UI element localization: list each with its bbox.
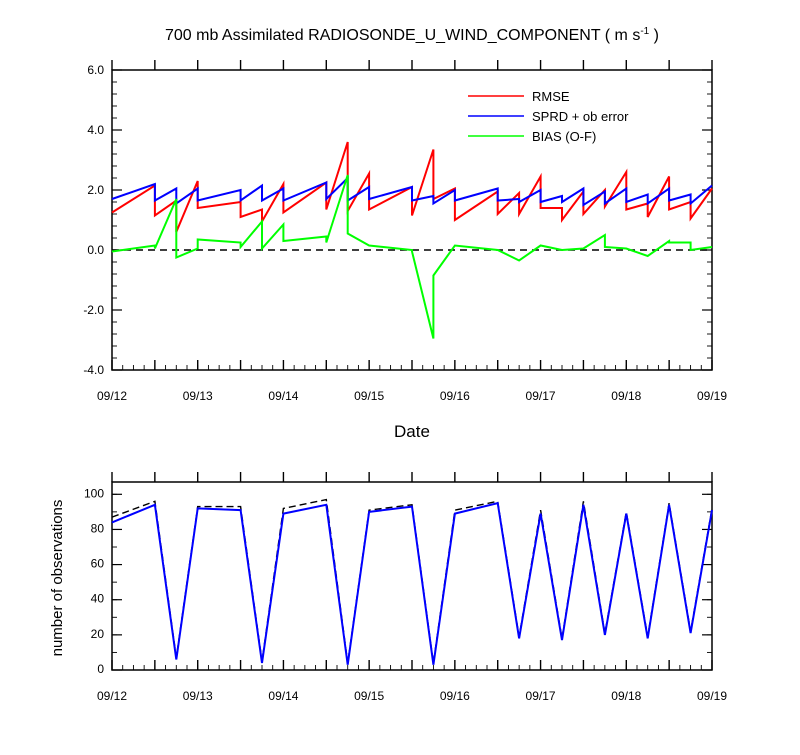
top-axis-ticks — [111, 60, 713, 371]
x-tick-label-09-13: 09/13 — [183, 389, 213, 403]
bottom-y-tick-labels: 0 20 40 60 80 100 — [84, 486, 104, 676]
legend-label-rmse: RMSE — [532, 89, 570, 104]
bottom-x-tick-labels: 09/12 09/13 09/14 09/15 09/16 09/17 09/18 09/19 — [97, 689, 727, 703]
y-tick-label: 0 — [97, 662, 104, 676]
x-tick-label-09-14: 09/14 — [268, 389, 298, 403]
y-tick-label: 0.0 — [87, 243, 104, 257]
chart-title-superscript: -1 — [640, 26, 649, 37]
x-tick-label-09-19: 09/19 — [697, 389, 727, 403]
x-tick-label-09-17: 09/17 — [526, 389, 556, 403]
bottom-axis-ticks — [111, 472, 713, 671]
series-line-used — [111, 501, 713, 665]
y-tick-label: 2.0 — [87, 183, 104, 197]
x-tick-label-09-13: 09/13 — [183, 689, 213, 703]
x-tick-label-09-17: 09/17 — [526, 689, 556, 703]
y-tick-label: -4.0 — [83, 363, 104, 377]
x-tick-label-09-16: 09/16 — [440, 389, 470, 403]
top-x-tick-labels: 09/12 09/13 09/14 09/15 09/16 09/17 09/18 09/19 — [97, 389, 727, 403]
series-line-sprd-ob-error — [111, 175, 713, 207]
chart-title-close: ) — [649, 27, 659, 44]
y-tick-label: 6.0 — [87, 63, 104, 77]
top-series-lines — [111, 141, 713, 339]
series-line-bias-o-f — [111, 174, 713, 339]
x-tick-label-09-15: 09/15 — [354, 689, 384, 703]
y-tick-label: 100 — [84, 486, 104, 500]
x-tick-label-09-18: 09/18 — [611, 689, 641, 703]
x-tick-label-09-12: 09/12 — [97, 689, 127, 703]
x-tick-label-09-14: 09/14 — [268, 689, 298, 703]
y-tick-label: 4.0 — [87, 123, 104, 137]
legend-label-sprd-ob-error: SPRD + ob error — [532, 109, 629, 124]
x-tick-label-09-19: 09/19 — [697, 689, 727, 703]
x-tick-label-09-12: 09/12 — [97, 389, 127, 403]
y-tick-label: 80 — [91, 521, 105, 535]
chart-title: 700 mb Assimilated RADIOSONDE_U_WIND_COM… — [165, 26, 659, 44]
x-axis-title: Date — [394, 422, 430, 441]
x-tick-label-09-16: 09/16 — [440, 689, 470, 703]
chart-title-main: 700 mb Assimilated RADIOSONDE_U_WIND_COM… — [165, 27, 640, 44]
top-y-tick-labels: -4.0 -2.0 0.0 2.0 4.0 6.0 — [83, 63, 104, 377]
legend-label-bias-o-f: BIAS (O-F) — [532, 129, 596, 144]
y-tick-label: 40 — [91, 592, 105, 606]
x-tick-label-09-15: 09/15 — [354, 389, 384, 403]
series-line-possible — [111, 498, 713, 664]
top-panel-rmse-chart: 700 mb Assimilated RADIOSONDE_U_WIND_COM… — [83, 26, 727, 441]
y-tick-label: 60 — [91, 557, 105, 571]
y-tick-label: 20 — [91, 627, 105, 641]
y-tick-label: -2.0 — [83, 303, 104, 317]
y-axis-title-observations: number of observations — [49, 500, 66, 657]
legend: RMSE SPRD + ob error BIAS (O-F) — [468, 89, 629, 144]
bottom-series-lines — [111, 498, 713, 665]
x-tick-label-09-18: 09/18 — [611, 389, 641, 403]
